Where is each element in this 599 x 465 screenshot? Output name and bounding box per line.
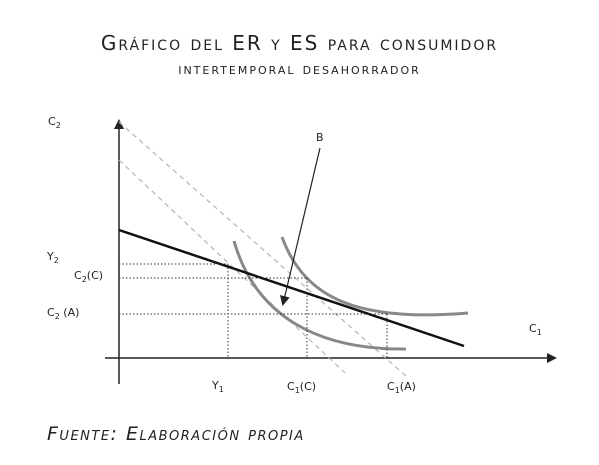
label-c1c: C1(C) xyxy=(287,380,316,395)
chart-title-line-1: Gráfico del ER y ES para consumidor xyxy=(100,31,499,55)
label-c2a: C2 (A) xyxy=(47,306,79,321)
dashed-budget-line-2 xyxy=(118,159,346,374)
y-axis-label: C2 xyxy=(48,115,61,130)
b-arrow xyxy=(279,147,321,306)
label-c1a: C1(A) xyxy=(387,380,416,395)
label-y1: Y1 xyxy=(211,379,224,394)
source-note: Fuente: Elaboración propia xyxy=(47,423,305,445)
budget-line xyxy=(118,228,465,348)
label-y2: Y2 xyxy=(46,250,59,265)
label-b: B xyxy=(316,131,324,144)
dashed-budget-line-1 xyxy=(118,121,408,378)
title-block: Gráfico del ER y ES para consumidor inte… xyxy=(0,30,599,80)
indifference-curve-inner xyxy=(232,240,407,351)
indifference-curve-outer xyxy=(280,236,469,317)
chart-title-line-2: intertemporal desahorrador xyxy=(178,59,421,78)
x-axis-label: C1 xyxy=(529,322,542,337)
label-c2c: C2(C) xyxy=(74,269,103,284)
